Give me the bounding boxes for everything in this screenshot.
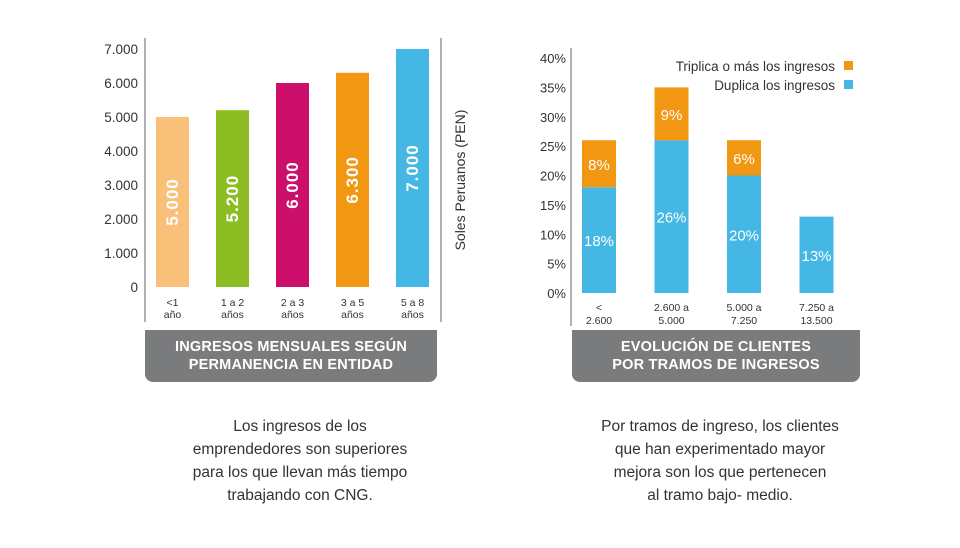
right-caption-line: al tramo bajo- medio. xyxy=(647,487,793,504)
right-bar-triplica xyxy=(654,87,689,141)
right-y-tick-label: 35% xyxy=(540,80,566,95)
left-x-tick-label: años xyxy=(281,309,304,321)
left-x-tick-label: 3 a 5 xyxy=(341,297,365,309)
left-y-tick-label: 4.000 xyxy=(104,144,138,159)
left-y-tick-label: 5.000 xyxy=(104,110,138,125)
left-bar xyxy=(216,110,249,287)
left-caption-line: emprendedores son superiores xyxy=(192,441,408,458)
right-bar-value-label: 9% xyxy=(661,107,683,124)
right-bar-value-label: 13% xyxy=(801,248,831,265)
right-bar-value-label: 20% xyxy=(729,227,759,244)
left-chart-title-banner: INGRESOS MENSUALES SEGÚN PERMANENCIA EN … xyxy=(145,330,437,382)
left-bar xyxy=(336,72,369,287)
left-caption-line: Los ingresos de los xyxy=(233,418,367,435)
left-bar-value-label: 5.000 xyxy=(163,178,182,226)
left-x-tick-label: <1 xyxy=(167,297,179,309)
legend-swatch xyxy=(844,61,853,70)
left-caption: Los ingresos de los emprendedores son su… xyxy=(150,415,450,507)
right-x-tick-label: < xyxy=(596,302,602,314)
right-caption-line: que han experimentado mayor xyxy=(614,441,826,458)
right-bar-value-label: 26% xyxy=(656,210,686,227)
left-y-tick-label: 2.000 xyxy=(104,212,138,227)
right-x-tick-label: 13.500 xyxy=(800,315,832,327)
left-bar xyxy=(396,49,429,287)
left-x-tick-label: 2 a 3 xyxy=(281,297,305,309)
right-bar-value-label: 8% xyxy=(588,157,610,174)
left-bar-value-label: 7.000 xyxy=(403,144,422,192)
left-chart-title-line-1: INGRESOS MENSUALES SEGÚN xyxy=(175,339,407,355)
right-x-tick-label: 2.600 a xyxy=(654,302,689,314)
right-x-tick-label: 2.600 xyxy=(586,315,612,327)
left-x-tick-label: 1 a 2 xyxy=(221,297,245,309)
right-y-tick-label: 0% xyxy=(547,286,566,301)
left-bar-value-label: 6.000 xyxy=(283,161,302,209)
left-x-tick-label: año xyxy=(164,309,182,321)
right-x-tick-label: 7.250 a xyxy=(799,302,834,314)
left-y-tick-label: 1.000 xyxy=(104,246,138,261)
left-caption-line: trabajando con CNG. xyxy=(227,487,373,504)
right-x-tick-label: 7.250 xyxy=(731,315,757,327)
left-x-tick-label: años xyxy=(401,309,424,321)
right-bar-triplica xyxy=(582,140,616,188)
right-y-tick-label: 10% xyxy=(540,227,566,242)
left-y-tick-label: 6.000 xyxy=(104,76,138,91)
right-y-tick-label: 25% xyxy=(540,139,566,154)
right-chart-title-banner: EVOLUCIÓN DE CLIENTES POR TRAMOS DE INGR… xyxy=(572,330,860,382)
right-y-tick-label: 5% xyxy=(547,257,566,272)
right-chart-title-line-2: POR TRAMOS DE INGRESOS xyxy=(612,357,820,373)
left-bar-value-label: 5.200 xyxy=(223,175,242,223)
legend-swatch xyxy=(844,80,853,89)
right-bar-value-label: 18% xyxy=(584,233,614,250)
right-caption-line: Por tramos de ingreso, los clientes xyxy=(601,418,839,435)
left-x-tick-label: años xyxy=(221,309,244,321)
right-bar-duplica xyxy=(582,187,616,293)
right-bar-duplica xyxy=(654,140,689,293)
legend-label: Duplica los ingresos xyxy=(714,78,835,93)
left-bar-value-label: 6.300 xyxy=(343,156,362,204)
left-x-tick-label: 5 a 8 xyxy=(401,297,425,309)
right-y-tick-label: 30% xyxy=(540,110,566,125)
right-y-tick-label: 40% xyxy=(540,51,566,66)
right-y-tick-label: 20% xyxy=(540,169,566,184)
left-bar xyxy=(276,83,309,287)
left-y-axis-label: Soles Peruanos (PEN) xyxy=(452,110,468,251)
right-y-tick-label: 15% xyxy=(540,198,566,213)
left-y-tick-label: 3.000 xyxy=(104,178,138,193)
left-y-tick-label: 7.000 xyxy=(104,42,138,57)
left-x-tick-label: años xyxy=(341,309,364,321)
left-bar xyxy=(156,117,189,287)
left-y-tick-label: 0 xyxy=(130,280,138,295)
right-bar-duplica xyxy=(799,216,834,293)
right-bar-value-label: 6% xyxy=(733,151,755,168)
right-caption: Por tramos de ingreso, los clientes que … xyxy=(565,415,875,507)
right-x-tick-label: 5.000 a xyxy=(726,302,761,314)
right-chart-title-line-1: EVOLUCIÓN DE CLIENTES xyxy=(620,339,812,355)
right-bar-duplica xyxy=(727,175,761,293)
right-bar-triplica xyxy=(727,140,761,176)
left-chart-title-line-2: PERMANENCIA EN ENTIDAD xyxy=(188,357,394,373)
left-caption-line: para los que llevan más tiempo xyxy=(192,464,408,481)
legend-label: Triplica o más los ingresos xyxy=(676,59,836,74)
right-x-tick-label: 5.000 xyxy=(658,315,684,327)
right-caption-line: mejora son los que pertenecen xyxy=(613,464,827,481)
